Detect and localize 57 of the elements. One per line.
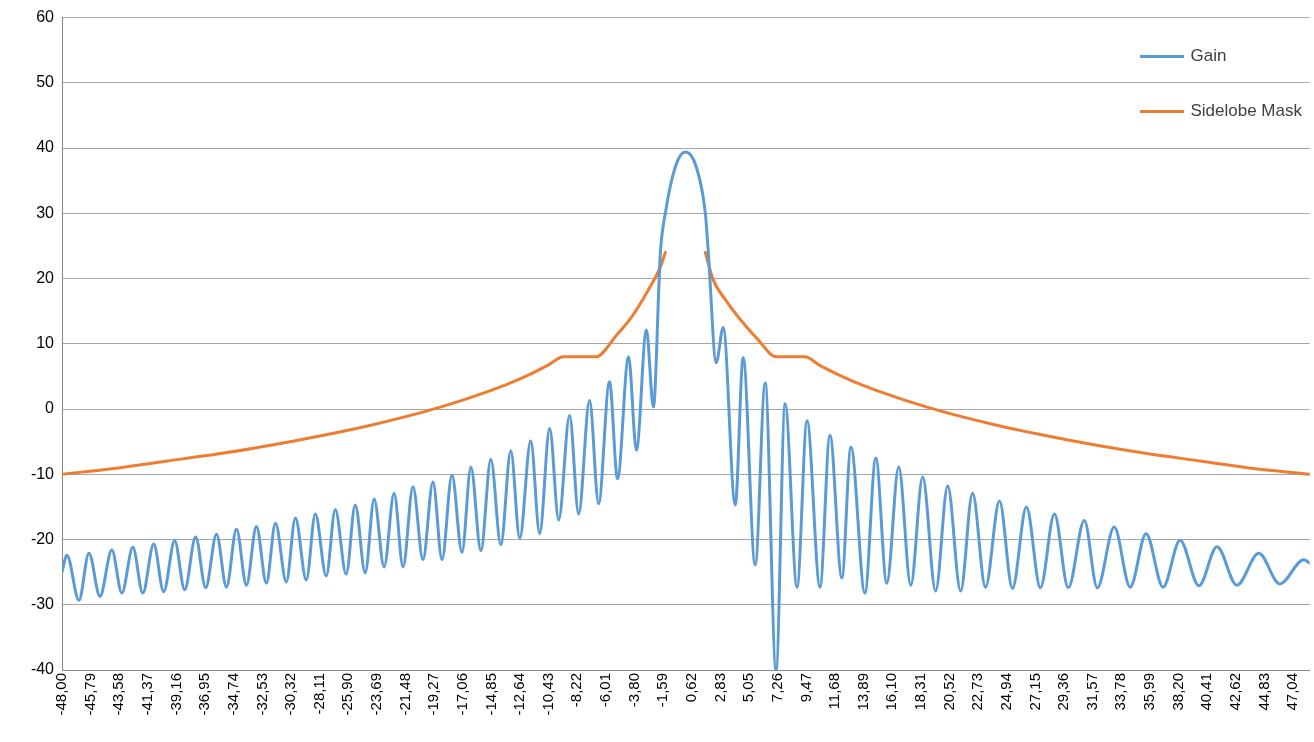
x-tick-label: 42,62 xyxy=(1225,673,1243,711)
x-tick-label: -12,64 xyxy=(510,673,528,716)
x-tick-label: -17,06 xyxy=(452,673,470,716)
x-tick-label: 40,41 xyxy=(1197,673,1215,711)
y-tick-label: -10 xyxy=(30,464,55,482)
x-tick-label: 2,83 xyxy=(710,673,728,703)
x-tick-label: 9,47 xyxy=(796,673,814,703)
x-tick-label: -19,27 xyxy=(424,673,442,716)
y-tick-label: 10 xyxy=(36,334,55,352)
x-tick-label: -1,59 xyxy=(653,673,671,708)
x-tick-label: 16,10 xyxy=(882,673,900,711)
x-tick-label: 18,31 xyxy=(911,673,929,711)
x-tick-label: 20,52 xyxy=(939,673,957,711)
y-tick-label: -40 xyxy=(30,660,55,678)
x-tick-label: -21,48 xyxy=(395,673,413,716)
x-tick-label: 11,68 xyxy=(825,673,843,710)
x-tick-label: 27,15 xyxy=(1025,673,1043,711)
x-tick-label: -30,32 xyxy=(281,673,299,716)
x-tick-label: 5,05 xyxy=(739,673,757,703)
legend-label: Sidelobe Mask xyxy=(1190,101,1302,121)
x-tick-label: 47,04 xyxy=(1283,673,1301,711)
y-tick-label: 20 xyxy=(36,268,55,286)
y-tick-label: 40 xyxy=(36,138,55,156)
x-tick-label: -8,22 xyxy=(567,673,585,708)
x-tick-label: 13,89 xyxy=(853,673,871,711)
x-tick-label: -25,90 xyxy=(338,673,356,716)
x-tick-label: -41,37 xyxy=(138,673,156,716)
x-tick-label: -36,95 xyxy=(195,673,213,716)
x-tick-label: -10,43 xyxy=(538,673,556,716)
x-tick-label: 22,73 xyxy=(968,673,986,711)
x-tick-label: -39,16 xyxy=(166,673,184,716)
x-tick-label: -43,58 xyxy=(109,673,127,716)
x-tick-label: -6,01 xyxy=(596,673,614,708)
x-tick-label: -48,00 xyxy=(52,673,70,716)
y-tick-label: 60 xyxy=(36,8,55,26)
x-tick-label: 33,78 xyxy=(1111,673,1129,711)
x-tick-label: -3,80 xyxy=(624,673,642,708)
legend-label: Gain xyxy=(1190,46,1227,66)
x-tick-label: -28,11 xyxy=(309,673,327,715)
y-tick-label: 50 xyxy=(36,73,55,91)
x-tick-label: 0,62 xyxy=(681,673,699,703)
x-tick-label: 31,57 xyxy=(1082,673,1100,711)
x-tick-label: 24,94 xyxy=(996,673,1014,711)
y-tick-label: 0 xyxy=(45,399,55,417)
x-tick-label: -45,79 xyxy=(80,673,98,716)
x-tick-label: 7,26 xyxy=(767,673,785,703)
x-tick-label: 44,83 xyxy=(1254,673,1272,711)
x-tick-label: 38,20 xyxy=(1168,673,1186,711)
x-tick-label: -32,53 xyxy=(252,673,270,716)
x-tick-label: -14,85 xyxy=(481,673,499,716)
x-tick-label: -34,74 xyxy=(223,673,241,716)
x-tick-label: 29,36 xyxy=(1054,673,1072,711)
x-tick-label: -23,69 xyxy=(367,673,385,716)
x-tick-label: 35,99 xyxy=(1140,673,1157,711)
y-tick-label: -20 xyxy=(30,529,55,547)
y-tick-label: 30 xyxy=(36,203,55,221)
y-tick-label: -30 xyxy=(30,595,55,613)
